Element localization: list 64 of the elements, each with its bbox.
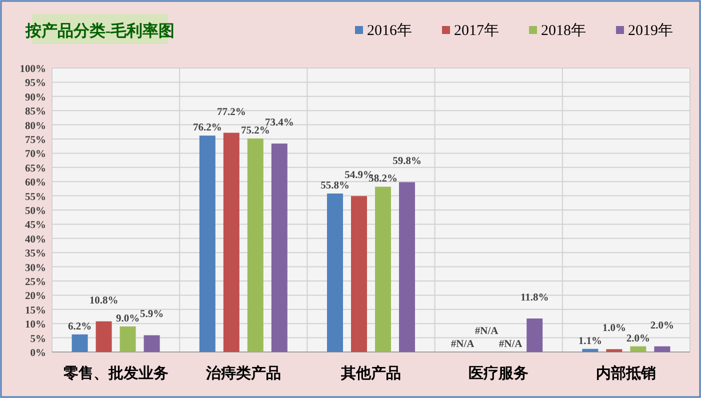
- data-label: 77.2%: [216, 106, 246, 118]
- data-label: 11.8%: [520, 292, 549, 304]
- y-tick-label: 80%: [25, 120, 46, 132]
- y-tick-label: 5%: [30, 334, 46, 345]
- y-tick-label: 25%: [25, 277, 46, 288]
- bar: [526, 318, 543, 352]
- y-tick-label: 10%: [25, 320, 46, 331]
- x-tick-label: 内部抵销: [596, 364, 656, 382]
- data-label: 1.0%: [602, 323, 626, 334]
- bar: [399, 182, 415, 352]
- bar: [630, 346, 646, 352]
- y-tick-label: 90%: [25, 92, 46, 104]
- bar: [271, 144, 288, 352]
- text: #N/A: [474, 326, 498, 337]
- data-label: 76.2%: [192, 122, 222, 134]
- data-label: 59.8%: [392, 156, 422, 168]
- legend-label: 2016年: [367, 22, 412, 39]
- y-tick-label: 20%: [25, 291, 46, 302]
- chart-title: 按产品分类-毛利率图: [24, 21, 175, 40]
- y-tick-label: 30%: [25, 262, 46, 274]
- bar: [72, 334, 88, 352]
- bar: [375, 186, 391, 352]
- y-tick-label: 70%: [25, 149, 46, 160]
- y-tick-label: 85%: [25, 106, 46, 118]
- data-label: 6.2%: [68, 321, 92, 332]
- x-tick-label: 医疗服务: [468, 365, 529, 382]
- legend-label: 2018年: [541, 22, 586, 39]
- legend-label: 2017年: [454, 22, 499, 39]
- bar: [606, 349, 622, 352]
- text: #N/A: [498, 339, 522, 350]
- data-label: 1.1%: [578, 336, 602, 347]
- data-label: 2.0%: [650, 320, 674, 332]
- bar: [654, 346, 670, 352]
- bar: [96, 321, 112, 352]
- bar: [120, 326, 136, 352]
- y-tick-label: 50%: [25, 206, 46, 217]
- y-tick-label: 55%: [25, 192, 46, 203]
- y-tick-label: 35%: [25, 248, 46, 260]
- bar: [351, 196, 367, 352]
- bar: [582, 348, 598, 352]
- bar: [199, 136, 216, 352]
- y-tick-label: 60%: [25, 178, 46, 189]
- y-tick-label: 75%: [25, 135, 46, 146]
- y-tick-label: 95%: [25, 78, 46, 90]
- data-label: 10.8%: [89, 295, 118, 306]
- x-tick-label: 治痔类产品: [204, 365, 281, 382]
- data-label: 2.0%: [626, 333, 650, 344]
- data-label: 55.8%: [320, 180, 350, 192]
- bar: [223, 132, 240, 352]
- y-tick-label: 100%: [20, 64, 46, 75]
- data-label: 5.9%: [140, 309, 164, 320]
- y-tick-label: 40%: [25, 234, 46, 246]
- bar: [327, 194, 343, 352]
- bar: [144, 335, 160, 352]
- y-tick-label: 0%: [30, 348, 46, 359]
- data-label: 9.0%: [116, 313, 140, 324]
- x-tick-label: 零售、批发业务: [63, 365, 168, 382]
- bar: [247, 138, 264, 352]
- x-tick-label: 其他产品: [340, 365, 401, 382]
- y-tick-label: 45%: [25, 220, 46, 232]
- y-tick-label: 65%: [25, 163, 46, 174]
- legend-label: 2019年: [628, 22, 673, 39]
- text: #N/A: [450, 339, 474, 350]
- y-tick-label: 15%: [25, 305, 46, 316]
